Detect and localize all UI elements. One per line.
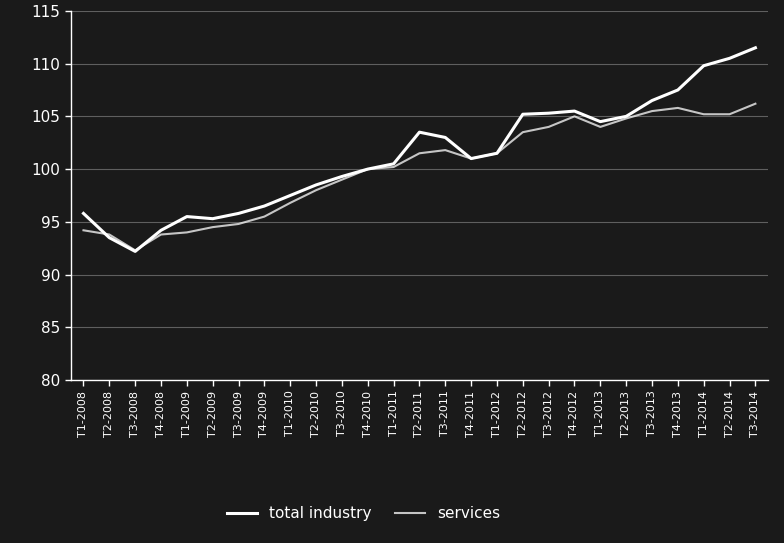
services — [570, 113, 579, 119]
services — [648, 108, 657, 115]
services — [725, 111, 735, 117]
Legend: total industry, services: total industry, services — [220, 500, 506, 528]
services — [441, 147, 450, 153]
services — [337, 176, 347, 183]
total industry — [156, 227, 165, 233]
total industry — [751, 45, 760, 51]
total industry — [208, 216, 217, 222]
total industry — [492, 150, 502, 156]
total industry — [648, 97, 657, 104]
services — [596, 124, 605, 130]
total industry — [518, 111, 528, 117]
services — [699, 111, 709, 117]
services — [492, 150, 502, 156]
services — [544, 124, 554, 130]
services — [518, 129, 528, 135]
services — [208, 224, 217, 230]
total industry — [415, 129, 424, 135]
services — [622, 115, 631, 122]
services — [751, 100, 760, 107]
total industry — [441, 134, 450, 141]
total industry — [389, 161, 398, 167]
total industry — [337, 173, 347, 180]
Line: total industry: total industry — [83, 48, 756, 251]
services — [363, 166, 372, 172]
services — [673, 105, 683, 111]
total industry — [182, 213, 191, 220]
total industry — [234, 210, 243, 217]
services — [104, 231, 114, 238]
total industry — [596, 118, 605, 125]
Line: services: services — [83, 104, 756, 250]
services — [466, 155, 476, 162]
total industry — [544, 110, 554, 116]
total industry — [570, 108, 579, 115]
total industry — [673, 87, 683, 93]
total industry — [622, 113, 631, 119]
services — [415, 150, 424, 156]
total industry — [78, 210, 88, 217]
services — [234, 220, 243, 227]
total industry — [130, 248, 140, 255]
total industry — [260, 203, 269, 209]
total industry — [725, 55, 735, 61]
services — [130, 247, 140, 254]
total industry — [285, 192, 295, 199]
total industry — [104, 235, 114, 241]
services — [156, 231, 165, 238]
services — [311, 187, 321, 193]
services — [260, 213, 269, 220]
total industry — [311, 182, 321, 188]
services — [78, 227, 88, 233]
total industry — [363, 166, 372, 172]
total industry — [466, 155, 476, 162]
total industry — [699, 62, 709, 69]
services — [389, 164, 398, 171]
services — [285, 200, 295, 206]
services — [182, 229, 191, 236]
